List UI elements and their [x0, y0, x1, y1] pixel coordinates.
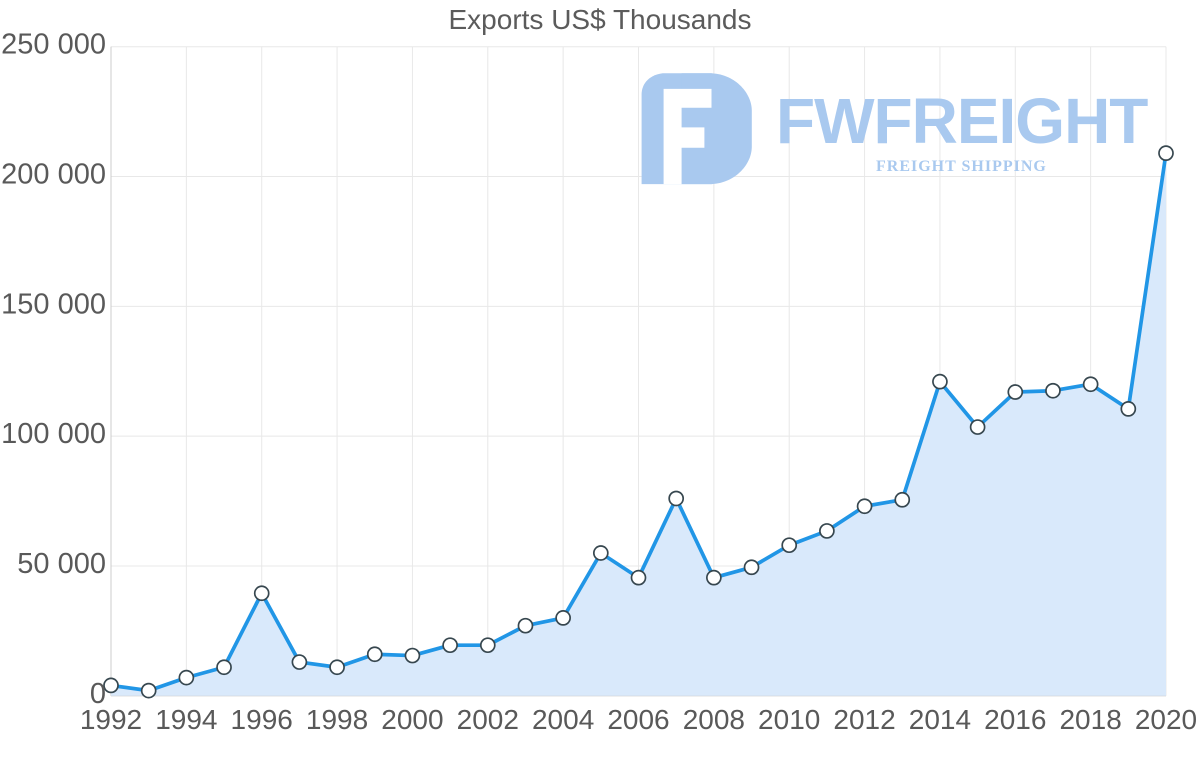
svg-text:2006: 2006: [607, 704, 669, 735]
svg-text:2016: 2016: [984, 704, 1046, 735]
svg-text:100 000: 100 000: [1, 418, 106, 450]
svg-text:200 000: 200 000: [1, 159, 106, 191]
svg-text:Exports US$ Thousands: Exports US$ Thousands: [449, 4, 752, 35]
svg-text:2020: 2020: [1135, 704, 1197, 735]
svg-text:250 000: 250 000: [1, 29, 106, 61]
svg-text:2014: 2014: [909, 704, 971, 735]
svg-text:2012: 2012: [833, 704, 895, 735]
svg-text:2018: 2018: [1059, 704, 1121, 735]
svg-text:1998: 1998: [306, 704, 368, 735]
svg-text:2002: 2002: [457, 704, 519, 735]
svg-text:2010: 2010: [758, 704, 820, 735]
svg-text:FWFREIGHT: FWFREIGHT: [776, 85, 1148, 157]
svg-text:50 000: 50 000: [17, 548, 106, 580]
svg-text:2004: 2004: [532, 704, 594, 735]
svg-text:1994: 1994: [155, 704, 217, 735]
svg-text:FREIGHT SHIPPING: FREIGHT SHIPPING: [876, 158, 1047, 175]
svg-text:1992: 1992: [80, 704, 142, 735]
svg-text:150 000: 150 000: [1, 288, 106, 320]
svg-text:2000: 2000: [381, 704, 443, 735]
svg-text:1996: 1996: [231, 704, 293, 735]
svg-text:2008: 2008: [683, 704, 745, 735]
